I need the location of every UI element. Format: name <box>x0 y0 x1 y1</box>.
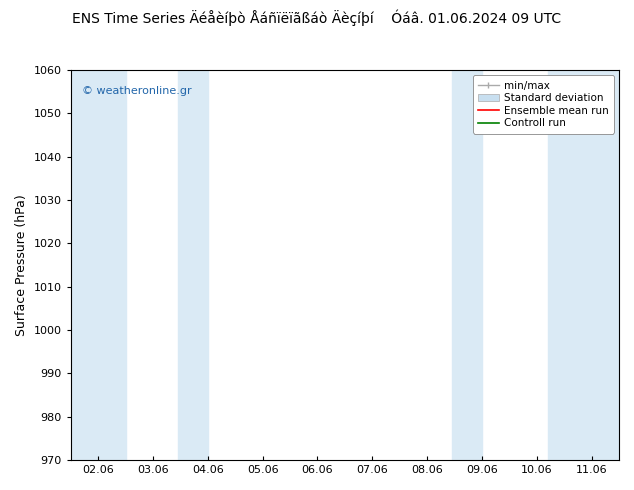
Bar <box>178 70 208 460</box>
Legend: min/max, Standard deviation, Ensemble mean run, Controll run: min/max, Standard deviation, Ensemble me… <box>472 75 614 134</box>
Text: © weatheronline.gr: © weatheronline.gr <box>82 86 191 96</box>
Y-axis label: Surface Pressure (hPa): Surface Pressure (hPa) <box>15 194 28 336</box>
Bar <box>452 70 482 460</box>
Text: ENS Time Series Äéåèíþò Åáñïëïãßáò Äèçíþí    Óáâ. 01.06.2024 09 UTC: ENS Time Series Äéåèíþò Åáñïëïãßáò Äèçíþ… <box>72 10 562 26</box>
Bar <box>548 70 634 460</box>
Bar <box>71 70 126 460</box>
